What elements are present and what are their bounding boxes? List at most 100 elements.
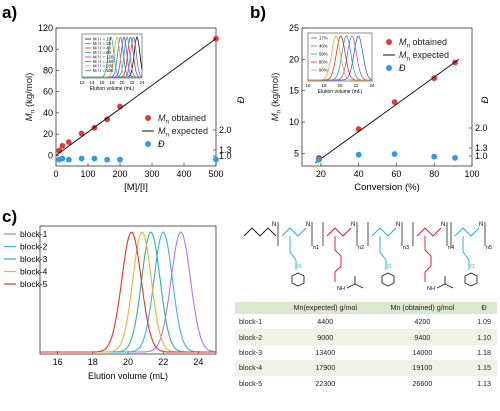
y-axis-label: Mn (kg/mol) — [24, 73, 36, 122]
y2-tick-label: 1.3 — [219, 145, 232, 155]
x-tick-label: 300 — [144, 169, 159, 179]
dispersity-point — [65, 156, 72, 163]
obtained-point — [391, 99, 398, 105]
table-cell: 1.18 — [477, 347, 492, 357]
benzyl-ring — [291, 272, 305, 287]
table-cell: block-4 — [235, 360, 277, 376]
repeat-subscript: n1 — [313, 245, 319, 251]
y2-tick-label: 1.0 — [475, 151, 488, 161]
y-tick-label: 5 — [294, 148, 299, 158]
x-tick-label: 400 — [176, 169, 191, 179]
inset-tick-label: 16 — [305, 83, 311, 88]
legend-label: block-3 — [20, 254, 48, 264]
inset-tick-label: 22 — [129, 80, 135, 85]
legend-marker-obtained — [145, 115, 151, 121]
legend-marker-obtained — [386, 39, 392, 45]
x-tick-label: 16 — [53, 357, 63, 367]
amide-n: N — [351, 222, 355, 228]
y2-tick-label: 2.0 — [475, 123, 488, 133]
backbone-unit — [454, 227, 480, 237]
side-chain-amine — [424, 236, 432, 282]
legend-label-dispersity: Đ — [399, 63, 406, 73]
side-chain-amine — [334, 236, 342, 282]
dispersity-point — [452, 154, 458, 161]
y-tick-label: 10 — [289, 117, 299, 127]
legend-marker-dispersity — [386, 65, 392, 71]
x-axis-label: Conversion (%) — [354, 182, 419, 193]
dispersity-point — [117, 156, 123, 163]
y-tick-label: 120 — [38, 23, 53, 33]
backbone-unit — [416, 227, 442, 237]
gpc-trace-block-2 — [40, 231, 216, 353]
legend-label: block-4 — [20, 267, 48, 277]
boc-label: NH — [427, 286, 435, 292]
inset-tick-label: 18 — [321, 83, 327, 88]
table-header-3: Đ — [471, 302, 497, 314]
y2-tick-label: 2.0 — [219, 125, 232, 135]
y-tick-label: 15 — [289, 86, 299, 96]
table-header-1: Mn(expected) g/mol — [276, 302, 374, 314]
inset-tick-label: 16 — [99, 80, 105, 85]
dispersity-point — [104, 156, 111, 163]
x-tick-label: 80 — [429, 169, 439, 179]
table-cell: 13400 — [315, 347, 336, 357]
table-header-0 — [235, 302, 277, 314]
obtained-point — [431, 75, 438, 82]
dispersity-point — [355, 151, 362, 158]
inset-legend-label: 59% — [319, 52, 328, 57]
dispersity-point — [316, 156, 322, 163]
y2-tick-label: 1.3 — [475, 143, 488, 153]
legend-marker-dispersity — [145, 141, 151, 147]
polymer-structure: N Nn1 O Nn2 NH Nn3 O Nn4 NH Nn5 O — [243, 222, 492, 292]
inset-legend-label: M / I = 500 — [93, 68, 114, 73]
dispersity-point — [431, 153, 438, 160]
table-cell: 1.09 — [477, 317, 492, 327]
amide-n: N — [479, 222, 483, 228]
table-cell: block-2 — [235, 329, 277, 345]
inset-tick-label: 20 — [119, 80, 125, 85]
inset-curve — [308, 35, 372, 81]
boc-label: NH — [337, 286, 345, 292]
gpc-trace-block-5 — [40, 231, 216, 353]
x-tick-label: 100 — [80, 169, 95, 179]
plot-frame — [39, 225, 217, 355]
table-cell: 9000 — [276, 329, 374, 345]
panel-label-c: c) — [2, 207, 17, 226]
plot-frame — [55, 27, 217, 167]
side-chain-ester — [462, 236, 470, 270]
x-tick-label: 60 — [391, 169, 401, 179]
results-table: Mn(expected) g/mol Mn (obtained) g/mol Đ b… — [235, 302, 497, 391]
legend-label: block-1 — [20, 229, 48, 239]
repeat-subscript: n2 — [358, 245, 364, 251]
y-tick-label: 40 — [43, 108, 53, 118]
legend-label-expected: Mn expected — [399, 50, 449, 62]
table-cell: 1.15 — [471, 360, 497, 376]
table-cell: 17900 — [276, 360, 374, 376]
inset-tick-label: 24 — [369, 83, 375, 88]
table-cell: 4200 — [414, 317, 431, 327]
inset-frame — [307, 32, 373, 82]
amide-n: N — [441, 222, 445, 228]
table-cell: 9400 — [373, 329, 472, 345]
table-row: block-5 22300 26600 1.13 — [235, 376, 497, 391]
side-chain-ester — [379, 236, 387, 270]
table-cell: block-5 — [239, 378, 263, 388]
backbone-unit — [326, 227, 352, 237]
y2-tick-label: 1.0 — [219, 151, 232, 161]
inset-tick-label: 22 — [353, 83, 359, 88]
x-tick-label: 0 — [53, 169, 58, 179]
inset-legend-label: M / I = 200 — [93, 64, 114, 69]
amide-n: N — [396, 222, 400, 228]
inset-tick-label: 24 — [139, 80, 145, 85]
ester-o: O — [387, 264, 392, 270]
inset-legend-label: 17% — [319, 36, 328, 41]
y-tick-label: 100 — [38, 44, 53, 54]
inset-x-label: Elution volume (mL) — [318, 89, 363, 95]
inset-legend-label: M / I = 20 — [93, 41, 112, 46]
table-cell: 4400 — [317, 317, 334, 327]
inset-legend-label: M / I = 10 — [93, 37, 112, 42]
inset-tick-label: 18 — [109, 80, 115, 85]
x-axis-label: Elution volume (mL) — [88, 371, 168, 381]
inset-legend-label: 80% — [319, 60, 328, 65]
y-tick-label: 25 — [289, 23, 299, 33]
